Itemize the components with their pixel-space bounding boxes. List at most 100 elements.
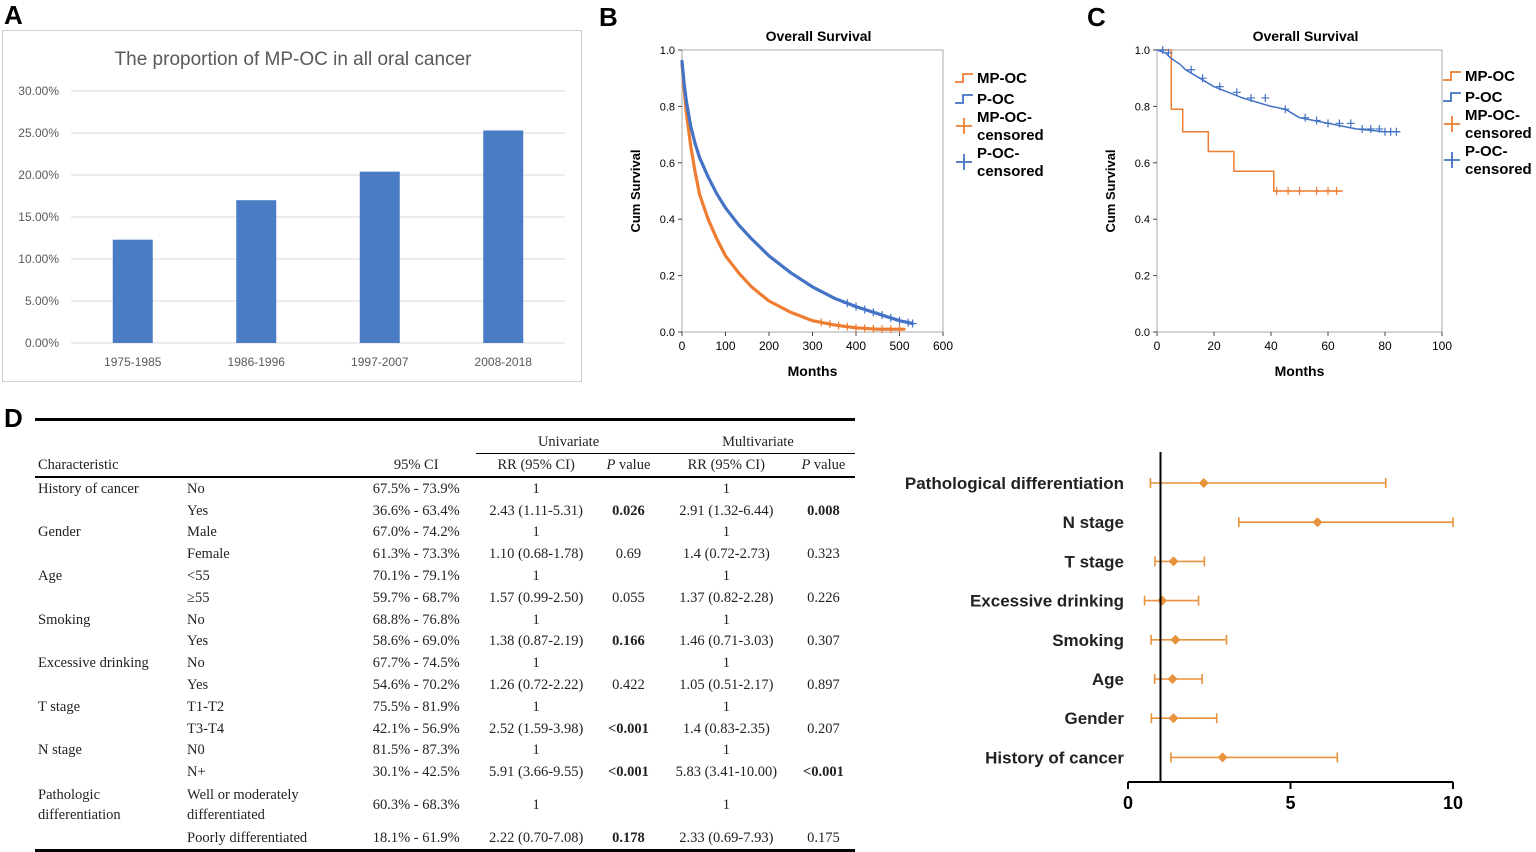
- table-row: Female 61.3% - 73.3% 1.10 (0.68-1.78) 0.69 1…: [35, 543, 855, 565]
- legend-swatch: [1443, 71, 1461, 81]
- x-tick-label: 400: [846, 339, 866, 353]
- censor-mark: [1198, 74, 1207, 83]
- cell-p-u: 0.026: [612, 502, 645, 519]
- cell-p-u: [596, 522, 661, 544]
- x-tick-label: 300: [802, 339, 822, 353]
- cell-characteristic: [35, 543, 184, 565]
- censor-mark: [1281, 105, 1290, 114]
- estimate-marker: [1198, 478, 1209, 488]
- censor-mark: [886, 313, 895, 322]
- censor-mark: [834, 321, 843, 330]
- censor-mark: [817, 318, 826, 327]
- table-row: Yes 36.6% - 63.4% 2.43 (1.11-5.31) 0.026 2.9…: [35, 500, 855, 522]
- table-row: Yes 54.6% - 70.2% 1.26 (0.72-2.22) 0.422 1.0…: [35, 674, 855, 696]
- cell-p-u: [596, 740, 661, 762]
- legend-swatch: [1443, 92, 1461, 102]
- panel-label-a: A: [4, 0, 23, 30]
- cell-characteristic: [35, 500, 184, 522]
- censor-mark: [843, 322, 852, 331]
- legend-label: MP-OC: [1465, 68, 1515, 85]
- chart-title: Overall Survival: [1253, 28, 1359, 44]
- header-rr-multivariate: RR (95% CI): [660, 453, 792, 478]
- censor-mark: [860, 305, 869, 314]
- cell-rr-m: 1: [722, 698, 730, 715]
- cell-rr-u: 1: [532, 611, 540, 628]
- cell-level: Male: [187, 524, 217, 541]
- x-tick-label: 0: [679, 339, 686, 353]
- panel-label-b: B: [599, 2, 618, 32]
- censor-mark: [860, 324, 869, 333]
- censor-mark: [1284, 187, 1293, 195]
- censor-mark: [825, 320, 834, 329]
- forest-label: N stage: [1063, 513, 1124, 532]
- censor-mark: [1335, 119, 1344, 128]
- bar: [112, 239, 153, 343]
- y-axis-label: Cum Survival: [1103, 149, 1118, 232]
- cell-p-u: [596, 609, 661, 631]
- x-tick-label: 40: [1264, 339, 1278, 353]
- forest-plot: Pathological differentiation N stage T sta…: [905, 452, 1463, 813]
- cell-level: ≥55: [187, 589, 210, 606]
- cell-p-u: [596, 696, 661, 718]
- legend-swatch: [956, 154, 972, 170]
- estimate-marker: [1168, 556, 1179, 567]
- header-ci: 95% CI: [356, 453, 477, 478]
- cell-ci: 42.1% - 56.9%: [372, 720, 460, 737]
- x-tick-label: 20: [1207, 339, 1221, 353]
- legend-swatch: [956, 118, 972, 134]
- cell-rr-u: 2.43 (1.11-5.31): [489, 502, 584, 519]
- legend-label: P-OC-censored: [1465, 143, 1532, 178]
- legend-label: P-OC-censored: [977, 145, 1044, 180]
- estimate-marker: [1157, 595, 1168, 606]
- y-tick-label: 0.0: [1135, 327, 1150, 339]
- table-row: Pathologic differentiation Well or modera…: [35, 783, 855, 827]
- cell-characteristic: [35, 587, 184, 609]
- bar: [483, 130, 524, 343]
- censor-mark: [904, 318, 913, 327]
- cell-rr-u: 1.38 (0.87-2.19): [489, 633, 584, 650]
- cell-ci: 67.5% - 73.9%: [372, 480, 460, 497]
- censor-mark: [895, 325, 904, 334]
- cell-rr-u: 1: [532, 524, 540, 541]
- censor-mark: [1392, 127, 1401, 136]
- table-row: Excessive drinking No 67.7% - 74.5% 1 1: [35, 652, 855, 674]
- cell-level: T3-T4: [187, 720, 225, 737]
- cell-ci: 70.1% - 79.1%: [372, 568, 460, 585]
- y-tick-label: 15.00%: [18, 210, 59, 224]
- panel-label-c: C: [1087, 2, 1106, 32]
- chart-title: Overall Survival: [766, 28, 872, 44]
- x-tick-label: 1986-1996: [228, 355, 286, 369]
- censor-mark: [886, 325, 895, 334]
- cell-p-m: 0.307: [807, 633, 840, 650]
- cell-ci: 59.7% - 68.7%: [372, 589, 460, 606]
- censor-mark: [1301, 113, 1310, 122]
- cell-ci: 60.3% - 68.3%: [372, 797, 460, 814]
- cell-level: Yes: [187, 677, 209, 694]
- y-axis-label: Cum Survival: [628, 149, 643, 232]
- cell-rr-u: 1: [532, 797, 540, 814]
- x-tick-label: 0: [1123, 793, 1133, 813]
- forest-label: Age: [1092, 670, 1124, 689]
- header-multivariate: Multivariate: [660, 431, 855, 454]
- legend-label: P-OC: [1465, 89, 1503, 106]
- x-tick-label: 60: [1321, 339, 1335, 353]
- censor-mark: [1215, 82, 1224, 91]
- censor-mark: [1375, 124, 1384, 133]
- survival-chart-b: Overall Survival 0 100 200 300 400 500 600 0.0 0.…: [628, 28, 1044, 379]
- x-tick-label: 2008-2018: [475, 355, 533, 369]
- x-tick-label: 80: [1378, 339, 1392, 353]
- series-line: [1156, 49, 1401, 133]
- legend-swatch: [1444, 152, 1460, 168]
- x-tick-label: 200: [759, 339, 779, 353]
- y-tick-label: 0.0: [660, 327, 675, 339]
- censor-mark: [1324, 119, 1332, 128]
- cell-ci: 67.0% - 74.2%: [372, 524, 460, 541]
- forest-label: Smoking: [1052, 631, 1124, 650]
- x-tick-label: 100: [715, 339, 735, 353]
- cell-p-m: 0.226: [807, 589, 840, 606]
- censor-mark: [1164, 48, 1173, 57]
- cell-p-u: 0.166: [612, 633, 645, 650]
- censor-mark: [869, 324, 878, 333]
- cell-level: No: [187, 480, 205, 497]
- censor-mark: [843, 299, 852, 308]
